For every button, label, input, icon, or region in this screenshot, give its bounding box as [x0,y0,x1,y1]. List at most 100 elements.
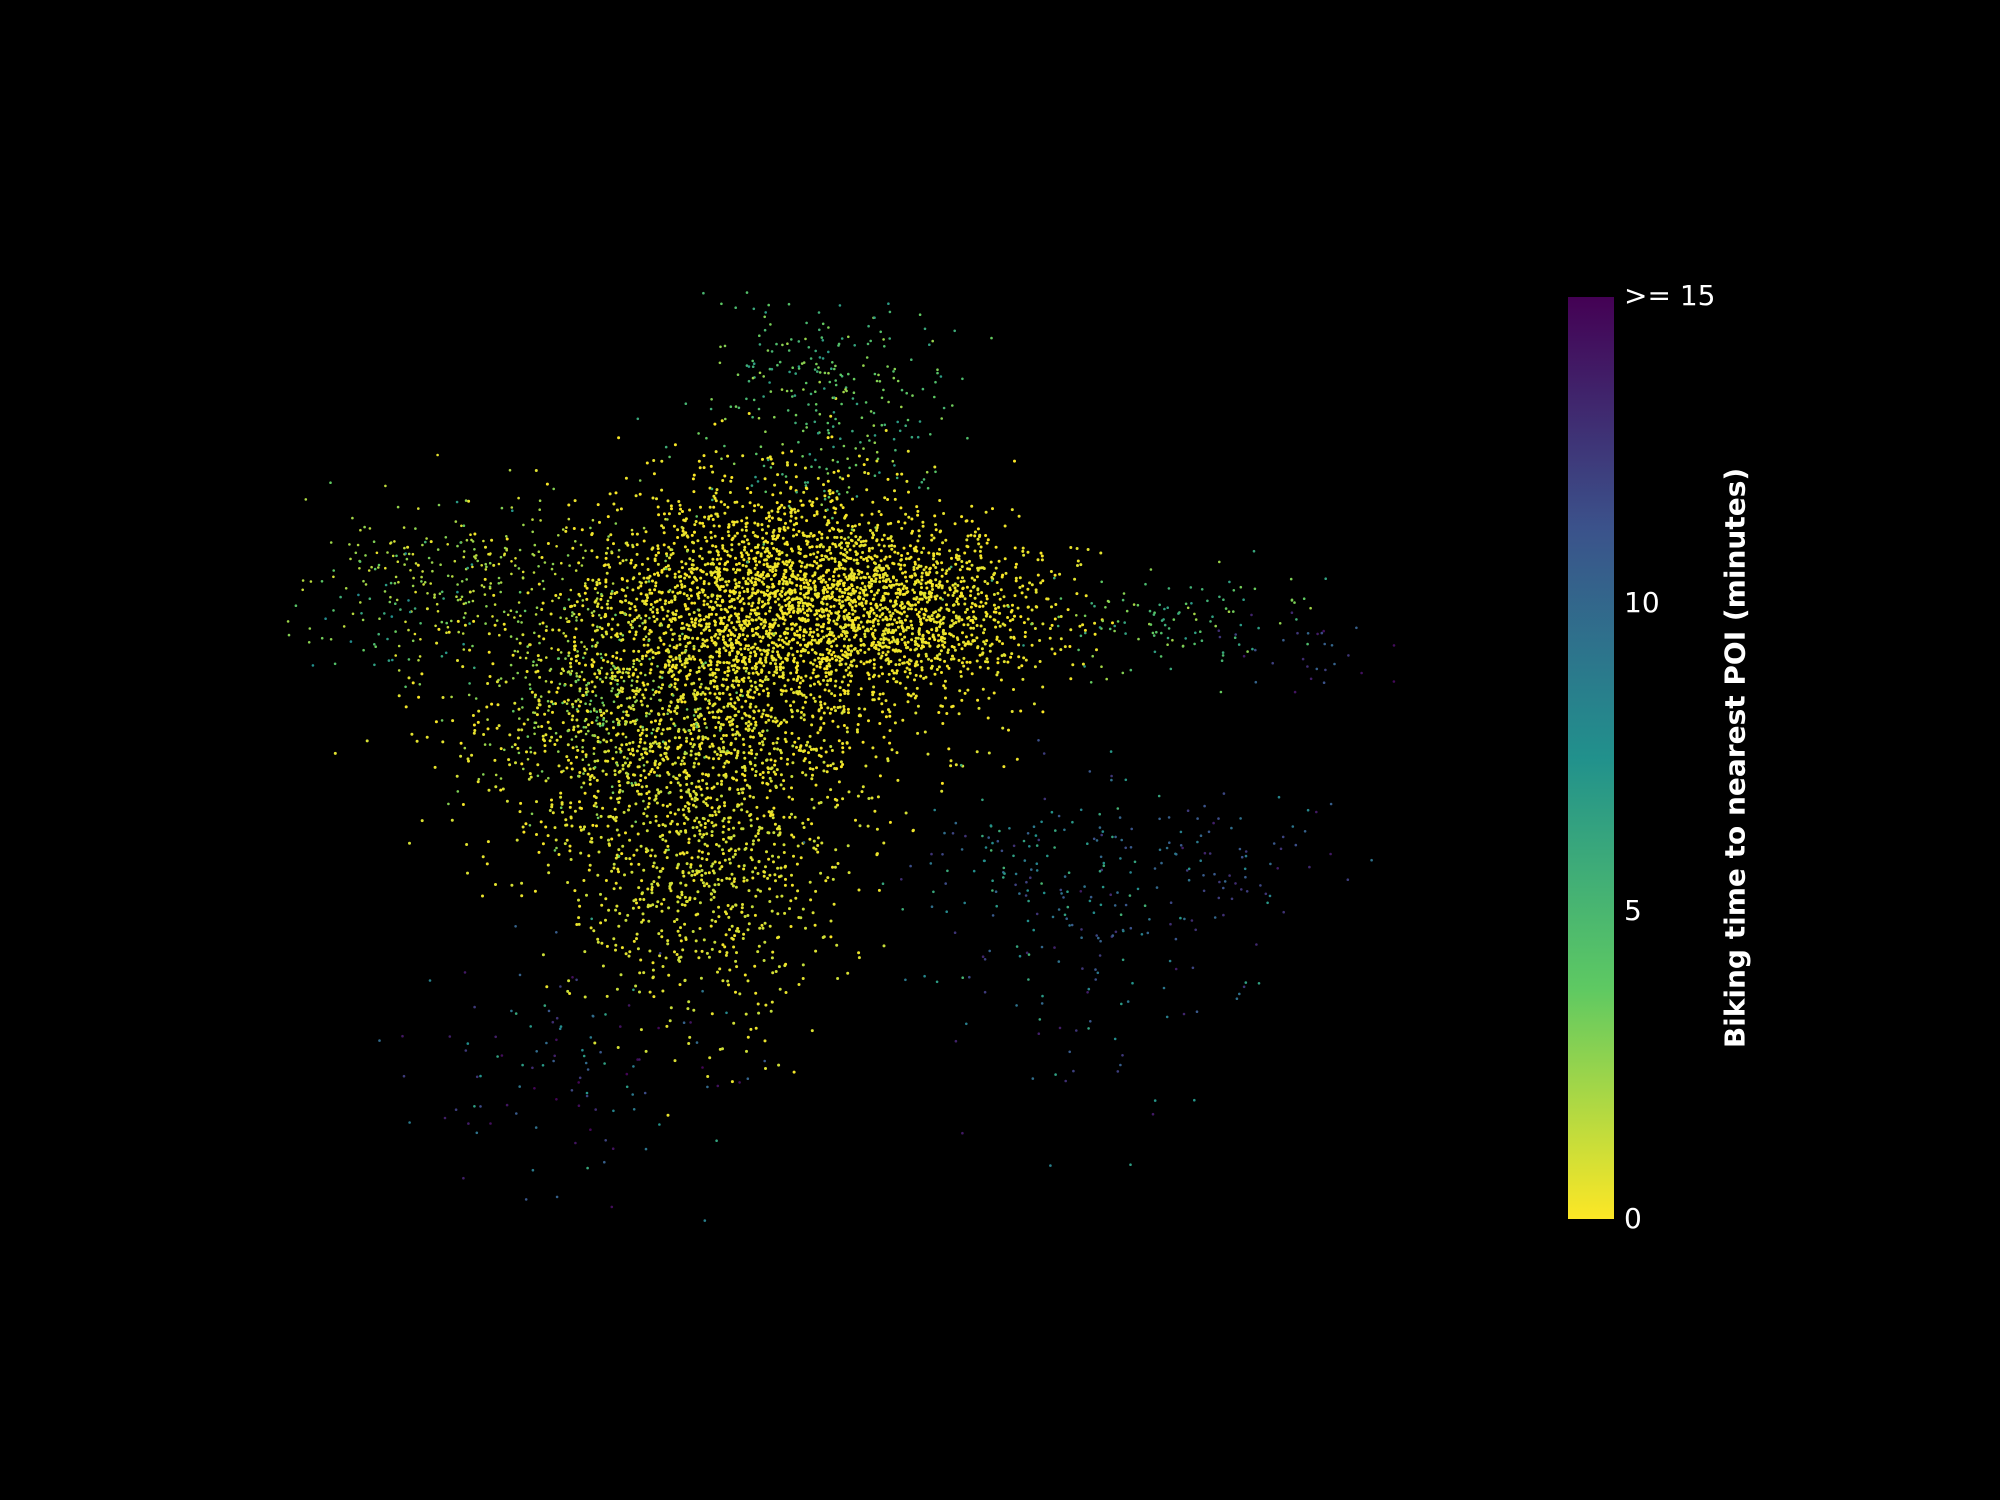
street-node-point [567,758,570,762]
street-node-point [536,654,540,658]
street-node-point [789,925,793,928]
street-node-point [900,621,904,625]
street-node-point [868,612,872,616]
street-node-point [655,599,659,603]
street-node-point [675,829,679,833]
street-node-point [580,807,583,810]
street-node-point [784,689,788,693]
street-node-point [787,604,791,608]
street-node-point [907,490,910,494]
street-node-point [737,710,741,714]
street-node-point [763,558,767,562]
street-node-point [673,677,677,681]
street-node-point [695,869,699,873]
street-node-point [888,729,892,733]
street-node-point [720,737,723,741]
street-node-point [669,553,673,557]
street-node-point [740,827,744,831]
street-node-point [733,714,737,718]
street-node-point [650,767,654,771]
street-node-point [685,594,689,597]
street-node-point [644,599,648,603]
street-node-point [786,678,790,682]
street-node-point [777,624,780,628]
street-node-point [666,727,670,731]
street-node-point [799,587,803,591]
street-node-point [979,554,983,558]
street-node-point [651,864,655,868]
street-node-point [637,792,641,796]
street-node-point [806,651,810,655]
street-node-point [767,810,771,814]
street-node-point [783,737,787,741]
street-node-point [645,829,649,833]
street-node-point [621,671,625,675]
street-node-point [660,569,664,572]
street-node-point [702,938,706,942]
street-node-point [681,696,685,700]
street-node-point [787,795,791,799]
street-node-point [881,641,885,645]
street-node-point [1063,645,1067,649]
street-node-point [732,523,736,527]
street-node-point [739,688,743,692]
street-node-point [726,715,730,719]
street-node-point [790,833,794,837]
street-node-point [624,831,627,835]
street-node-point [726,644,730,648]
street-node-point [628,838,632,842]
street-node-point [762,874,766,878]
street-node-point [750,848,754,852]
street-node-point [693,530,696,534]
street-node-point [817,577,821,580]
street-node-point [745,810,749,814]
street-node-point [944,538,948,542]
street-node-point [661,823,665,827]
street-node-point [886,607,890,611]
street-node-point [811,500,815,504]
street-node-point [585,687,589,691]
street-node-point [900,554,904,557]
street-node-point [799,676,803,680]
street-node-point [643,627,647,631]
street-node-point [820,600,824,604]
street-node-point [872,619,876,622]
street-node-point [773,822,777,826]
street-node-point [720,782,723,786]
street-node-point [880,599,884,602]
street-node-point [703,563,707,567]
street-node-point [611,757,615,761]
street-node-point [747,671,751,675]
street-node-point [923,607,927,611]
street-node-point [687,575,691,579]
street-node-point [587,854,591,858]
street-node-point [806,586,810,590]
street-node-point [701,772,705,776]
street-node-point [787,652,791,656]
street-node-point [789,567,793,571]
street-node-point [734,885,738,889]
street-node-point [686,1007,690,1011]
street-node-point [755,563,758,567]
street-node-point [593,600,597,604]
street-node-point [863,635,867,639]
street-node-point [849,649,853,653]
street-node-point [687,1000,691,1004]
street-node-point [851,621,855,624]
street-node-point [764,516,768,520]
street-node-point [735,676,738,680]
street-node-point [672,612,675,616]
street-node-point [800,515,804,519]
street-node-point [644,776,647,780]
street-node-point [848,671,852,675]
street-node-point [571,702,574,706]
street-node-point [606,660,610,664]
street-node-point [785,580,789,584]
street-node-point [550,803,554,807]
street-node-point [750,594,754,598]
street-node-point [916,600,920,604]
street-node-point [728,615,731,619]
street-node-point [749,1027,753,1031]
street-node-point [696,594,700,598]
street-node-point [761,771,765,774]
